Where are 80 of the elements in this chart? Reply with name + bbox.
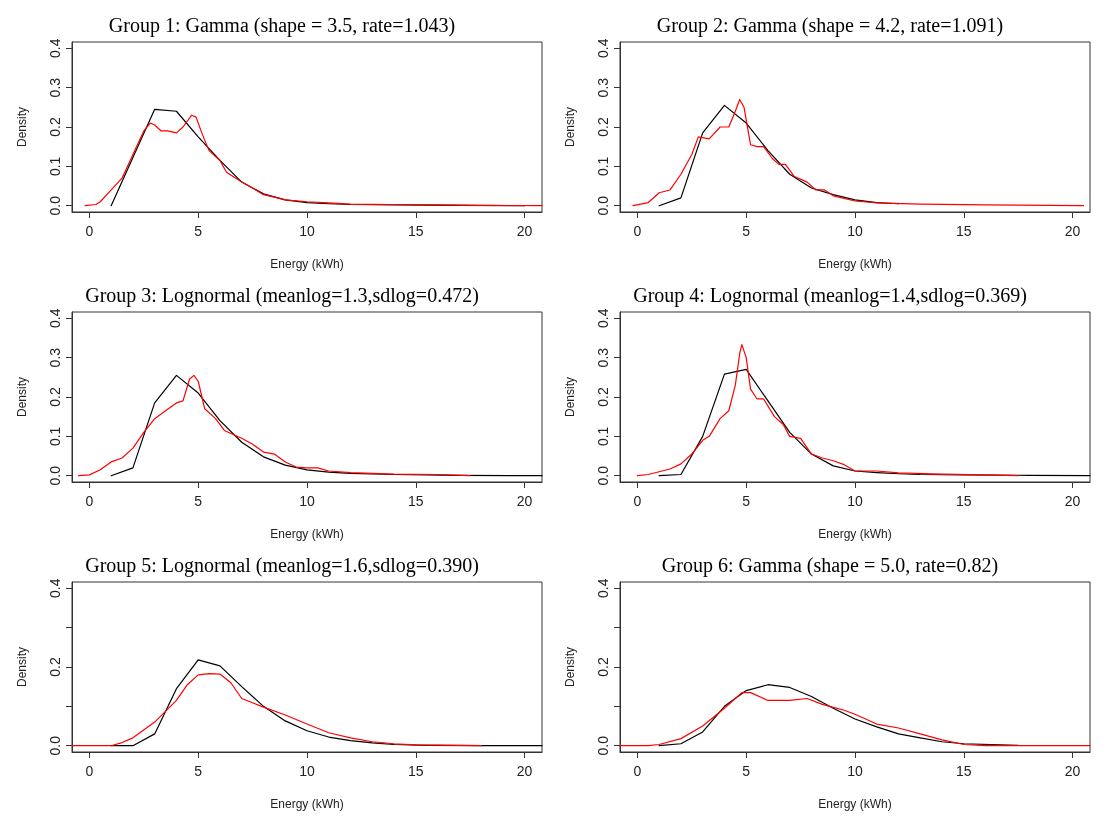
x-axis-title: Energy (kWh) [818, 257, 892, 271]
x-tick-label: 15 [956, 223, 972, 239]
x-tick-label: 10 [847, 763, 863, 779]
chart-title: Group 3: Lognormal (meanlog=1.3,sdlog=0.472) [85, 284, 479, 307]
x-tick-label: 5 [194, 763, 203, 779]
y-tick-label: 0.3 [47, 77, 63, 98]
y-tick-label: 0.2 [595, 117, 611, 137]
y-tick-label: 0.0 [595, 195, 611, 216]
x-tick-label: 20 [516, 493, 533, 509]
y-tick-label: 0.4 [595, 308, 611, 329]
y-axis-title: Density [15, 646, 29, 688]
y-tick-label: 0.2 [595, 657, 611, 677]
x-tick-label: 10 [847, 493, 863, 509]
line-series [619, 691, 1091, 747]
x-tick-label: 5 [742, 763, 751, 779]
chart-title: Group 5: Lognormal (meanlog=1.6,sdlog=0.390) [85, 554, 479, 577]
line-series [71, 673, 482, 747]
x-axis-title: Energy (kWh) [270, 797, 344, 811]
x-tick-label: 15 [956, 763, 972, 779]
chart-title: Group 2: Gamma (shape = 4.2, rate=1.091) [656, 14, 1004, 37]
y-tick-label: 0.0 [595, 735, 611, 756]
y-tick-label: 0.1 [595, 156, 611, 177]
x-tick-label: 0 [85, 493, 94, 509]
y-axis-title: Density [563, 106, 577, 148]
line-series [636, 344, 1019, 477]
x-tick-label: 10 [299, 763, 315, 779]
y-tick-label: 0.4 [47, 38, 63, 59]
y-tick-label: 0.3 [595, 347, 611, 368]
y-tick-label: 0.0 [47, 465, 63, 486]
chart-title: Group 1: Gamma (shape = 3.5, rate=1.043) [108, 14, 456, 37]
y-axis-title: Density [15, 376, 29, 418]
x-tick-label: 20 [1064, 493, 1081, 509]
chart-title: Group 6: Gamma (shape = 5.0, rate=0.82) [661, 554, 999, 577]
x-tick-label: 20 [1064, 223, 1081, 239]
x-axis-title: Energy (kWh) [818, 527, 892, 541]
y-tick-label: 0.0 [47, 735, 63, 756]
line-series [658, 368, 1091, 477]
line-series [77, 374, 471, 477]
y-tick-label: 0.2 [595, 387, 611, 407]
y-tick-label: 0.2 [47, 387, 63, 407]
x-tick-label: 0 [85, 223, 94, 239]
x-tick-label: 10 [299, 223, 315, 239]
x-tick-label: 0 [633, 763, 642, 779]
x-axis-title: Energy (kWh) [270, 527, 344, 541]
x-axis-title: Energy (kWh) [270, 257, 344, 271]
x-tick-label: 15 [408, 223, 424, 239]
x-tick-label: 20 [1064, 763, 1081, 779]
x-tick-label: 5 [194, 223, 203, 239]
x-tick-label: 5 [742, 493, 751, 509]
x-tick-label: 15 [408, 763, 424, 779]
x-tick-label: 0 [633, 223, 642, 239]
y-tick-label: 0.4 [595, 578, 611, 599]
y-tick-label: 0.1 [595, 426, 611, 447]
x-tick-label: 20 [516, 223, 533, 239]
x-tick-label: 0 [85, 763, 94, 779]
y-tick-label: 0.3 [47, 347, 63, 368]
line-series [632, 98, 1085, 207]
x-tick-label: 5 [194, 493, 203, 509]
y-tick-label: 0.1 [47, 156, 63, 177]
x-tick-label: 15 [408, 493, 424, 509]
x-axis-title: Energy (kWh) [818, 797, 892, 811]
chart-title: Group 4: Lognormal (meanlog=1.4,sdlog=0.369) [633, 284, 1027, 307]
x-tick-label: 5 [742, 223, 751, 239]
y-tick-label: 0.3 [595, 77, 611, 98]
y-tick-label: 0.0 [47, 195, 63, 216]
x-tick-label: 10 [299, 493, 315, 509]
x-tick-label: 10 [847, 223, 863, 239]
y-tick-label: 0.4 [47, 308, 63, 329]
y-tick-label: 0.1 [47, 426, 63, 447]
y-axis-title: Density [15, 106, 29, 148]
y-tick-label: 0.0 [595, 465, 611, 486]
y-tick-label: 0.4 [47, 578, 63, 599]
y-tick-label: 0.2 [47, 117, 63, 137]
y-tick-label: 0.2 [47, 657, 63, 677]
y-axis-title: Density [563, 646, 577, 688]
x-tick-label: 15 [956, 493, 972, 509]
x-tick-label: 0 [633, 493, 642, 509]
x-tick-label: 20 [516, 763, 533, 779]
y-axis-title: Density [563, 376, 577, 418]
y-tick-label: 0.4 [595, 38, 611, 59]
